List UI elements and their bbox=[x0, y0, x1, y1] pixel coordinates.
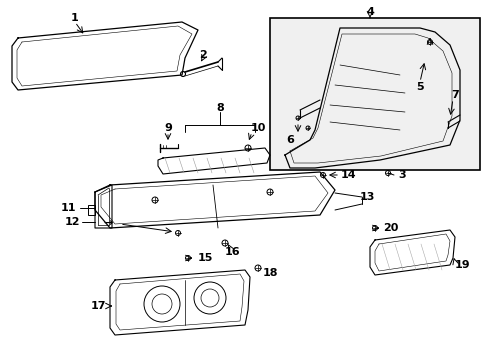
Text: 17: 17 bbox=[90, 301, 105, 311]
Text: 16: 16 bbox=[225, 247, 240, 257]
Text: 1: 1 bbox=[71, 13, 79, 23]
Text: 11: 11 bbox=[60, 203, 76, 213]
Text: 15: 15 bbox=[197, 253, 212, 263]
Bar bbox=[269, 18, 479, 170]
Text: 19: 19 bbox=[454, 260, 470, 270]
Text: 14: 14 bbox=[340, 170, 355, 180]
Text: 4: 4 bbox=[366, 7, 373, 17]
Text: 8: 8 bbox=[216, 103, 224, 113]
Text: 13: 13 bbox=[359, 192, 374, 202]
Text: 20: 20 bbox=[383, 223, 398, 233]
Text: →: → bbox=[103, 218, 112, 228]
Text: 7: 7 bbox=[450, 90, 458, 100]
Text: 10: 10 bbox=[250, 123, 265, 133]
Text: 2: 2 bbox=[199, 50, 206, 60]
Text: 9: 9 bbox=[164, 123, 172, 133]
Text: 5: 5 bbox=[415, 82, 423, 92]
Text: 3: 3 bbox=[397, 170, 405, 180]
Text: 18: 18 bbox=[262, 268, 277, 278]
Bar bbox=[88, 205, 95, 215]
Text: 12: 12 bbox=[64, 217, 80, 227]
Text: 6: 6 bbox=[285, 135, 293, 145]
